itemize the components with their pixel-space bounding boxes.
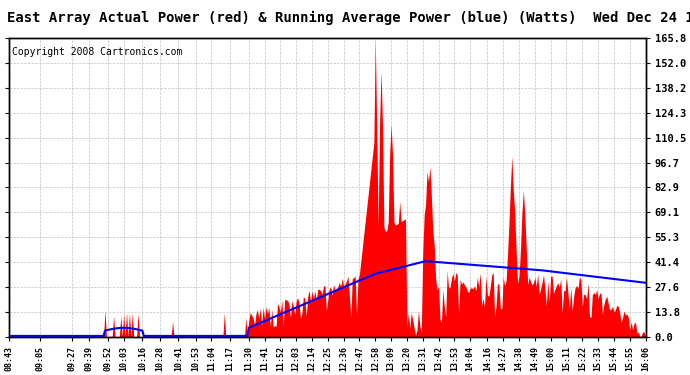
Text: Copyright 2008 Cartronics.com: Copyright 2008 Cartronics.com xyxy=(12,47,182,57)
Text: East Array Actual Power (red) & Running Average Power (blue) (Watts)  Wed Dec 24: East Array Actual Power (red) & Running … xyxy=(7,11,690,26)
